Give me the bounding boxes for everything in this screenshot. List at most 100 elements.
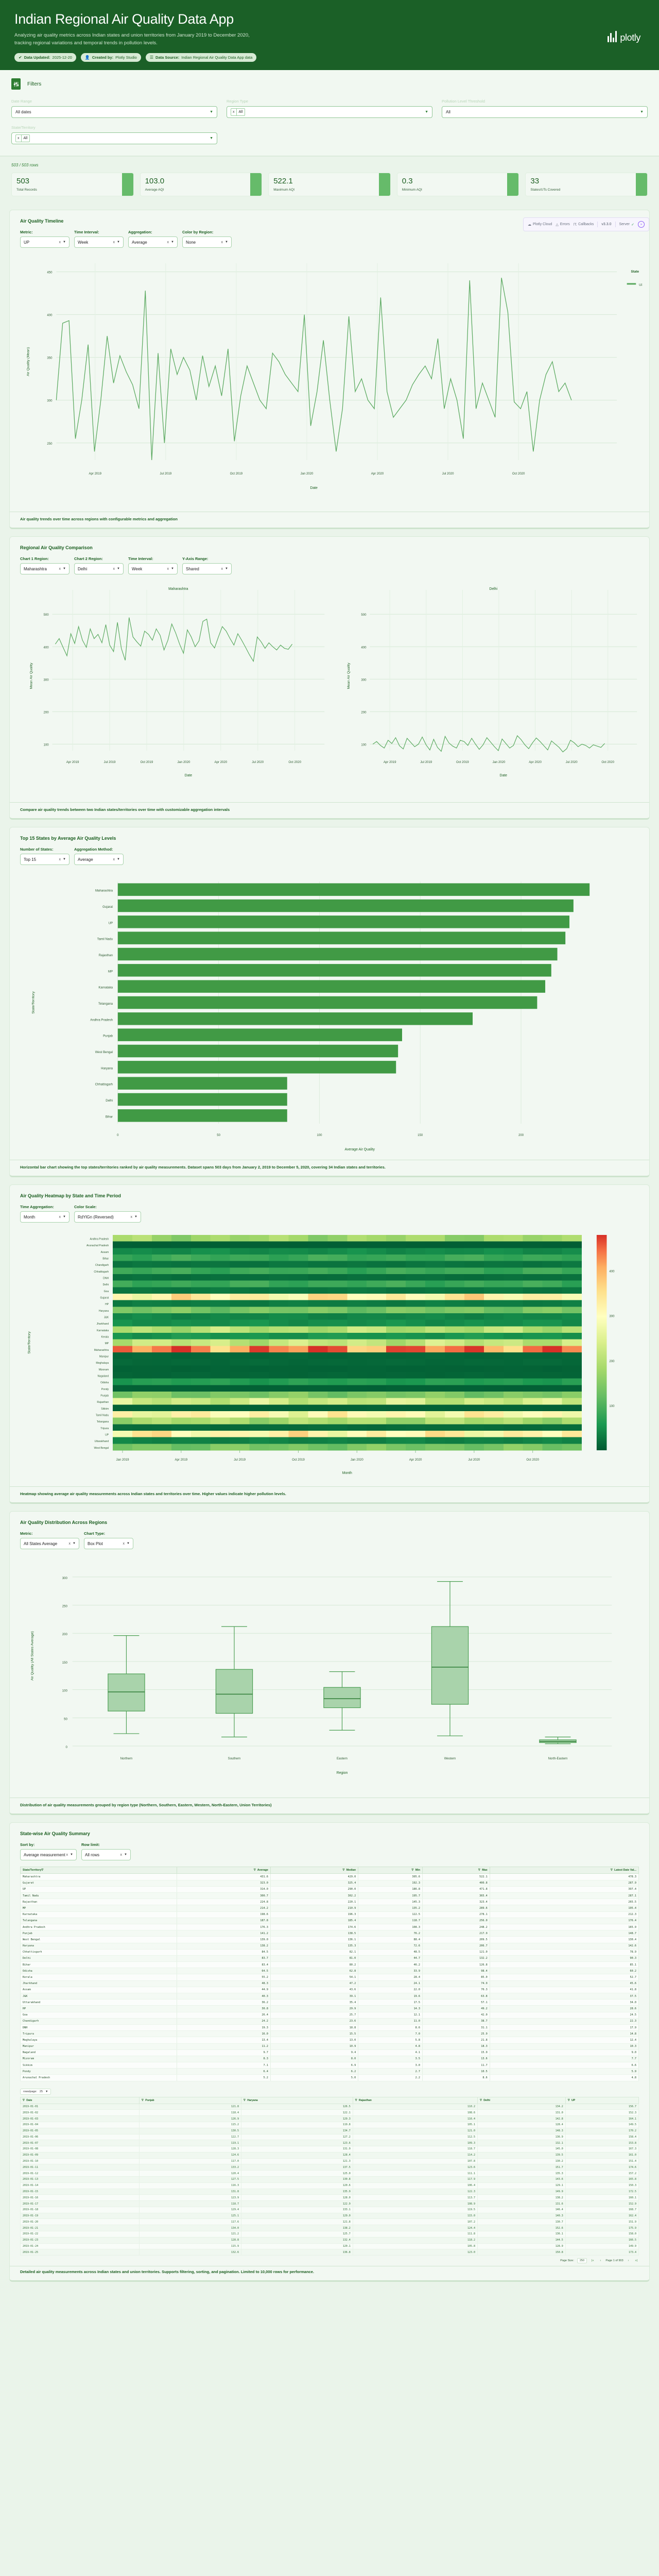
table-row[interactable]: 2019-01-16 123.9 128.0 113.7 138.2 160.1 [20,2194,639,2201]
table-row[interactable]: 2019-01-08 128.3 131.9 118.7 145.0 167.3 [20,2146,639,2153]
clear-icon[interactable]: x [130,1215,133,1219]
column-header-min[interactable]: ∇ Min [358,1867,423,1874]
metric-select[interactable]: UP x ▼ [20,236,70,248]
sort-by-select[interactable]: Average measurement x ▼ [20,1849,77,1861]
column-header-up[interactable]: ∇ UP [565,2096,639,2104]
table-row[interactable]: 2019-01-06 122.7 127.2 112.5 136.9 158.4 [20,2133,639,2141]
filter-icon[interactable]: ∇ [478,1869,480,1872]
table-row[interactable]: 2019-01-23 128.8 132.4 118.2 144.5 166.5 [20,2236,639,2244]
table-row[interactable]: Mizoram 8.3 8.0 3.5 13.6 7.7 [20,2056,639,2063]
table-row[interactable]: DNH 19.3 18.8 8.6 31.1 17.9 [20,2024,639,2031]
y-axis-range-select[interactable]: Shared x ▼ [182,563,232,575]
table-row[interactable]: 2019-01-15 131.8 135.9 122.3 149.9 172.5 [20,2188,639,2195]
table-row[interactable]: Sikkim 7.1 6.9 3.0 11.7 6.6 [20,2062,639,2069]
table-row[interactable]: Jharkhand 48.3 47.2 24.1 74.9 45.6 [20,1980,639,1987]
column-header-average[interactable]: ∇ Average [177,1867,271,1874]
table-row[interactable]: 2019-01-07 119.1 123.6 109.3 132.1 153.8 [20,2140,639,2147]
table-row[interactable]: Assam 44.9 43.6 22.0 70.3 41.8 [20,1987,639,1994]
filter-icon[interactable]: ∇ [253,1869,256,1872]
table-row[interactable]: 2019-01-12 120.4 125.0 111.1 135.3 157.2 [20,2170,639,2177]
state-territory-chip[interactable]: x All [15,134,30,143]
table-row[interactable]: Pondy 6.4 6.2 2.7 10.5 5.9 [20,2068,639,2075]
clear-icon[interactable]: x [59,567,61,571]
clear-icon[interactable]: x [59,1215,61,1219]
filter-icon[interactable]: ∇ [342,1869,345,1872]
clear-icon[interactable]: x [68,1541,71,1546]
table-row[interactable]: 2019-01-20 117.6 121.8 107.2 130.7 151.9 [20,2218,639,2226]
next-page-button[interactable]: › [628,2259,629,2263]
rawtable-wrap[interactable]: ∇ Date ∇ Punjab ∇ Haryana ∇ Rajasthan ∇ Delh… [20,2096,639,2256]
table-row[interactable]: West Bengal 139.0 136.1 88.4 209.5 130.4 [20,1936,639,1943]
column-header-date[interactable]: ∇ Date [20,2096,140,2104]
aggregation-method-select[interactable]: Average x ▼ [74,854,124,866]
table-row[interactable]: UP 314.0 290.0 186.8 471.8 397.4 [20,1886,639,1893]
table-row[interactable]: Chhattisgarh 84.5 82.1 48.5 121.0 78.9 [20,1949,639,1956]
table-row[interactable]: 2019-01-24 115.9 120.1 105.8 128.9 149.9 [20,2243,639,2250]
table-row[interactable]: Meghalaya 13.4 13.0 5.8 21.8 12.4 [20,2037,639,2044]
region-type-select[interactable]: x All ▼ [227,106,432,118]
region-type-chip[interactable]: x All [231,108,246,116]
filter-icon[interactable]: ∇ [23,2098,26,2102]
table-row[interactable]: Telangana 187.8 185.4 118.7 256.0 176.4 [20,1918,639,1924]
chart2-region-select[interactable]: Delhi x ▼ [74,563,124,575]
clear-icon[interactable]: x [59,857,61,861]
table-row[interactable]: 2019-01-18 129.4 133.1 119.5 146.4 168.7 [20,2206,639,2213]
prev-page-button[interactable]: ‹ [600,2259,601,2263]
raw-data-table[interactable]: ∇ Date ∇ Punjab ∇ Haryana ∇ Rajasthan ∇ Delh… [20,2096,639,2256]
column-header-haryana[interactable]: ∇ Haryana [240,2096,353,2104]
clear-icon[interactable]: x [123,1541,125,1546]
filter-icon[interactable]: ∇ [480,2098,483,2102]
table-row[interactable]: Tripura 16.0 15.5 7.0 25.9 14.8 [20,2030,639,2038]
filter-icon[interactable]: ∇ [355,2098,358,2102]
clear-icon[interactable]: x [66,1853,68,1857]
table-row[interactable]: Chandigarh 24.2 23.6 11.0 38.7 22.3 [20,2018,639,2025]
table-row[interactable]: Bihar 83.4 80.2 46.2 126.8 85.1 [20,1961,639,1969]
distribution-plot[interactable]: 0 50 100 150 200 250 300 Northern Southern Easter… [17,1555,642,1798]
table-row[interactable]: Manipur 11.2 10.9 4.8 18.3 10.3 [20,2043,639,2050]
table-row[interactable]: HP 30.8 29.9 14.3 49.2 28.6 [20,2005,639,2012]
table-row[interactable]: 2019-01-10 117.0 121.3 107.8 130.2 151.4 [20,2158,639,2165]
column-header-rajasthan[interactable]: ∇ Rajasthan [352,2096,478,2104]
table-row[interactable]: 2019-01-25 132.6 136.8 123.0 150.8 173.4 [20,2249,639,2256]
table-row[interactable]: 2019-01-11 133.2 137.5 123.6 151.7 174.6 [20,2164,639,2171]
last-page-button[interactable]: »| [635,2259,638,2263]
rows-per-page-select[interactable]: rows/page: 25 ▼ [20,2088,51,2095]
table-row[interactable]: Tamil Nadu 300.7 302.2 195.7 365.4 287.1 [20,1892,639,1900]
table-row[interactable]: Haryana 138.2 135.3 72.6 206.7 142.6 [20,1943,639,1950]
column-header-state-territory[interactable]: State/Territory∇ [20,1867,178,1874]
table-row[interactable]: 2019-01-02 118.4 122.1 108.6 131.0 152.3 [20,2109,639,2116]
filter-icon[interactable]: ∇ [411,1869,414,1872]
clear-icon[interactable]: x [113,240,115,244]
table-row[interactable]: 2019-01-04 115.2 119.8 105.1 128.4 149.5 [20,2121,639,2128]
devbar-errors[interactable]: △ Errors [556,223,570,227]
filter-icon[interactable]: ∇ [243,2098,247,2102]
first-page-button[interactable]: |« [592,2259,594,2263]
column-header-max[interactable]: ∇ Max [422,1867,490,1874]
summary-table-wrap[interactable]: State/Territory∇ ∇ Average ∇ Median ∇ Min ∇ … [20,1867,639,2081]
number-of-states-select[interactable]: Top 15 x ▼ [20,854,70,866]
chart-type-select[interactable]: Box Plot x ▼ [84,1538,133,1550]
pollution-threshold-select[interactable]: All ▼ [442,106,648,118]
table-row[interactable]: Goa 26.4 25.7 12.1 42.0 24.5 [20,2012,639,2019]
column-header-punjab[interactable]: ∇ Punjab [139,2096,241,2104]
date-range-select[interactable]: All dates ▼ [11,106,217,118]
color-by-region-select[interactable]: None x ▼ [182,236,232,248]
clear-icon[interactable]: x [221,240,223,244]
comparison-plots[interactable]: 100 200 300 400 500 Apr 2019 Jul 2019 Oct 2019 J… [17,581,642,802]
distribution-metric-select[interactable]: All States Average x ▼ [20,1538,79,1550]
table-row[interactable]: MP 214.2 210.9 135.2 289.6 195.4 [20,1905,639,1912]
aggregation-select[interactable]: Average x ▼ [128,236,178,248]
table-row[interactable]: Maharashtra 431.6 429.0 305.6 522.1 478.3 [20,1873,639,1880]
filter-icon[interactable]: ∇ [142,2098,145,2102]
heatmap-plot[interactable]: Andhra Pradesh Arunachal Pradesh Assam Biha… [17,1229,642,1486]
plotly-devtools-bar[interactable]: ☁ Plotly Cloud △ Errors ☈ Callbacks v3.3… [523,217,649,232]
column-header-delhi[interactable]: ∇ Delhi [477,2096,566,2104]
summary-table[interactable]: State/Territory∇ ∇ Average ∇ Median ∇ Min ∇ … [20,1867,639,2081]
table-row[interactable]: 2019-01-03 126.9 129.3 116.4 142.8 164.1 [20,2115,639,2122]
chevron-right-icon[interactable]: » [638,221,645,228]
time-aggregation-select[interactable]: Month x ▼ [20,1211,70,1223]
time-interval-select[interactable]: Week x ▼ [74,236,124,248]
table-row[interactable]: 2019-01-13 127.5 130.8 117.9 143.6 165.8 [20,2176,639,2183]
table-row[interactable]: 2019-01-05 130.5 134.7 121.0 148.3 170.2 [20,2127,639,2134]
timeline-plot[interactable]: 250 300 350 400 450 Apr 2019 Jul 2019 Oct 2019 J… [17,254,642,512]
